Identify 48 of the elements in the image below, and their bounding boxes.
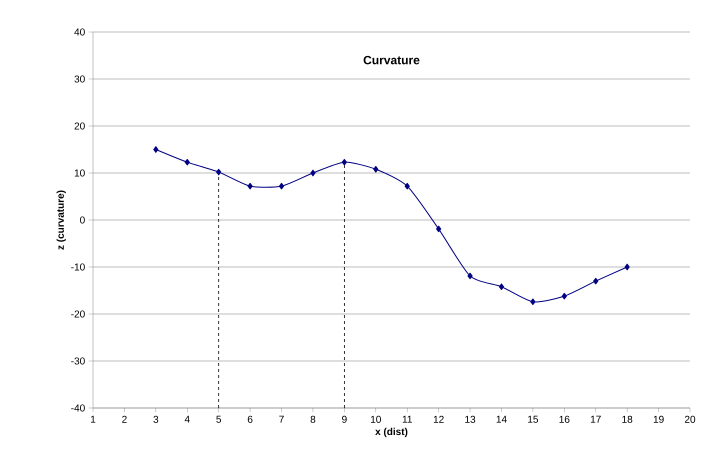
point: [342, 158, 347, 166]
y-tick-label: -40: [71, 404, 85, 412]
point: [310, 170, 316, 176]
x-tick-label: 16: [560, 416, 570, 423]
y-tick-label: 40: [74, 28, 85, 36]
text: Curvature: [364, 56, 420, 64]
y-axis-title: z (curvature): [56, 190, 66, 250]
point: [624, 264, 630, 270]
x-tick-label: 8: [310, 416, 316, 423]
x-tick-label: 20: [684, 416, 696, 423]
x-tick-label: 3: [153, 416, 158, 423]
point: [498, 283, 504, 290]
x-tick-label: 12: [434, 416, 444, 423]
x-tick-label: 1: [90, 416, 96, 423]
point: [467, 272, 473, 280]
x-tick-label: 6: [248, 416, 252, 423]
x-tick-label: 2: [122, 416, 127, 423]
x-tick-label: 9: [342, 416, 347, 423]
point: [404, 182, 410, 190]
x-tick-label: 15: [528, 416, 538, 423]
x-tick-label: 4: [184, 416, 190, 423]
x-tick-label: 19: [654, 416, 664, 423]
x-tick-label: 14: [496, 416, 507, 423]
x-tick-label: 7: [279, 416, 284, 423]
point: [216, 168, 222, 176]
x-tick-label: 13: [465, 416, 476, 423]
point: [373, 166, 378, 173]
x-tick-label: 11: [402, 416, 412, 423]
x-tick-label: 5: [216, 416, 222, 423]
y-tick-label: -30: [71, 357, 85, 365]
point: [248, 182, 253, 190]
y-tick-label: -10: [71, 263, 85, 271]
y-tick-label: 10: [74, 169, 85, 177]
point: [593, 278, 598, 284]
y-tick-label: 30: [74, 75, 85, 83]
point: [436, 226, 442, 232]
y-tick-label: 20: [74, 122, 85, 130]
x-tick-label: 18: [622, 416, 632, 423]
x-axis-title: x (dist): [375, 428, 408, 438]
y-tick-label: 0: [80, 216, 85, 224]
point: [530, 298, 536, 306]
y-tick-label: -20: [71, 310, 85, 318]
point: [153, 146, 158, 153]
x-tick-label: 10: [371, 416, 381, 423]
point: [184, 158, 190, 166]
point: [278, 182, 284, 190]
x-tick-label: 17: [590, 416, 601, 423]
point: [562, 292, 567, 300]
